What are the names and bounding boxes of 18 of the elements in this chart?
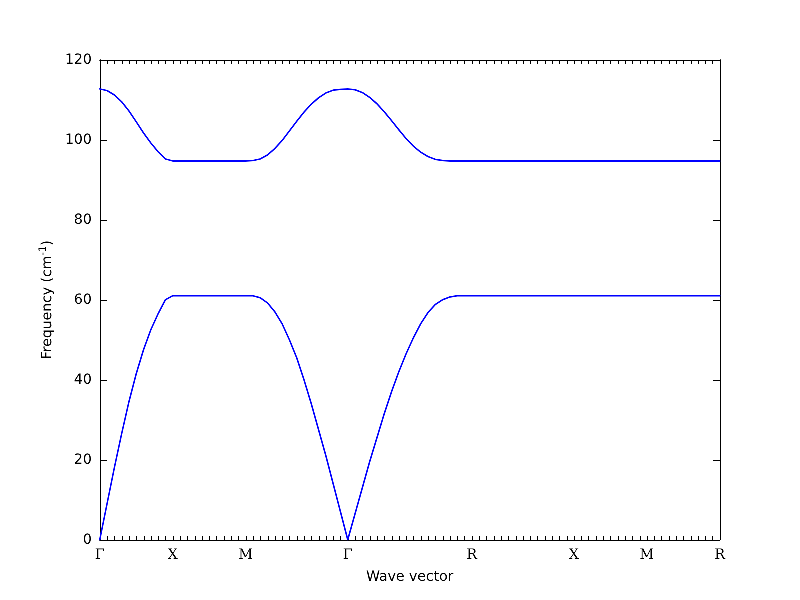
x-tick-label: X: [569, 547, 580, 563]
line-series: [99, 88, 721, 162]
y-axis-title: Frequency (cm-1): [38, 240, 56, 360]
x-tick-label: Γ: [95, 547, 106, 563]
x-tick-label: R: [466, 547, 478, 563]
y-tick-label: 40: [74, 372, 92, 388]
y-tick-label: 120: [65, 52, 92, 68]
x-tick-label: M: [640, 547, 654, 563]
x-tick-label: Γ: [343, 547, 354, 563]
x-axis-title: Wave vector: [366, 569, 454, 585]
y-tick-label: 60: [74, 292, 92, 308]
x-tick-label: M: [238, 547, 254, 563]
x-tick-label: R: [714, 547, 726, 563]
y-tick-label: 80: [74, 212, 92, 228]
y-tick-label: 100: [65, 132, 92, 148]
y-tick-label: 20: [74, 452, 92, 468]
x-tick-label: X: [168, 547, 178, 563]
y-tick-label: 0: [83, 532, 92, 548]
